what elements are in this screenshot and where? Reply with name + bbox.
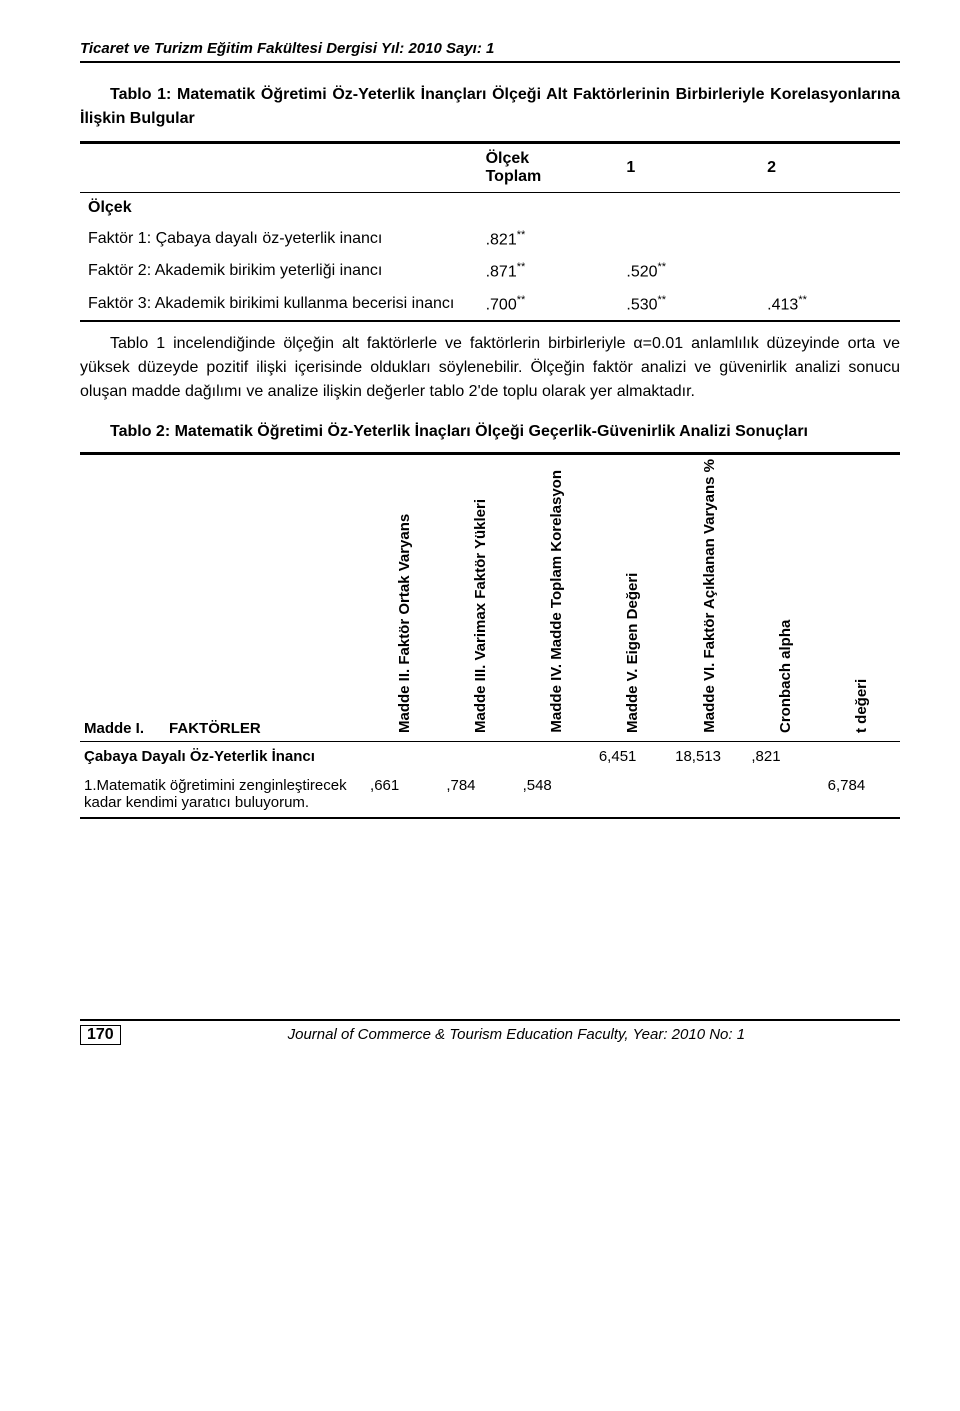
sig-marker: ** bbox=[658, 294, 667, 306]
header-rule bbox=[80, 61, 900, 63]
t2-h3: Madde III. Varimax Faktör Yükleri bbox=[472, 499, 489, 733]
t2-row2-c4: ,548 bbox=[519, 771, 595, 818]
t1-row3-v2: .530 bbox=[626, 296, 657, 313]
t2-h8: t değeri bbox=[853, 513, 870, 733]
page-number: 170 bbox=[80, 1025, 121, 1045]
t2-row2-label: 1.Matematik öğretimini zenginleştirecek … bbox=[80, 771, 366, 818]
t2-h1b: FAKTÖRLER bbox=[169, 720, 261, 737]
t2-h4: Madde IV. Madde Toplam Korelasyon bbox=[548, 470, 565, 733]
page-footer: 170 Journal of Commerce & Tourism Educat… bbox=[80, 1019, 900, 1045]
t2-row1-alpha: ,821 bbox=[747, 741, 823, 771]
t1-row3-label: Faktör 3: Akademik birikimi kullanma bec… bbox=[80, 288, 478, 321]
t1-row1-label: Faktör 1: Çabaya dayalı öz-yeterlik inan… bbox=[80, 223, 478, 255]
sig-marker: ** bbox=[517, 261, 526, 273]
t1-head-2: 2 bbox=[759, 143, 900, 193]
t1-row1-v1: .821 bbox=[486, 231, 517, 248]
sig-marker: ** bbox=[798, 294, 807, 306]
sig-marker: ** bbox=[517, 294, 526, 306]
paragraph-1: Tablo 1 incelendiğinde ölçeğin alt faktö… bbox=[80, 332, 900, 404]
t2-row1-eigen: 6,451 bbox=[595, 741, 671, 771]
footer-journal-text: Journal of Commerce & Tourism Education … bbox=[133, 1026, 900, 1043]
t2-row1-var: 18,513 bbox=[671, 741, 747, 771]
t1-head-toplam: Toplam bbox=[486, 168, 611, 186]
t1-row3-v3: .413 bbox=[767, 296, 798, 313]
t2-h7: Cronbach alpha bbox=[777, 513, 794, 733]
table2-title: Tablo 2: Matematik Öğretimi Öz-Yeterlik … bbox=[80, 420, 900, 444]
t2-h5: Madde V. Eigen Değeri bbox=[624, 513, 641, 733]
t2-h2: Madde II. Faktör Ortak Varyans bbox=[396, 513, 413, 733]
t1-row-olcek: Ölçek bbox=[80, 193, 478, 224]
t1-head-olcek: Ölçek bbox=[486, 150, 611, 168]
t2-row1-label: Çabaya Dayalı Öz-Yeterlik İnancı bbox=[80, 741, 366, 771]
journal-header: Ticaret ve Turizm Eğitim Fakültesi Dergi… bbox=[80, 40, 900, 57]
table1-title: Tablo 1: Matematik Öğretimi Öz-Yeterlik … bbox=[80, 83, 900, 131]
t2-h6: Madde VI. Faktör Açıklanan Varyans % bbox=[701, 459, 718, 733]
sig-marker: ** bbox=[517, 229, 526, 241]
t2-h1a: Madde I. bbox=[84, 720, 144, 737]
t2-row2-c3: ,784 bbox=[442, 771, 518, 818]
t2-row2-c2: ,661 bbox=[366, 771, 442, 818]
reliability-table: Madde I. FAKTÖRLER Madde II. Faktör Orta… bbox=[80, 452, 900, 819]
t1-head-1: 1 bbox=[618, 143, 759, 193]
t1-row3-v1: .700 bbox=[486, 296, 517, 313]
t2-row2-t: 6,784 bbox=[824, 771, 900, 818]
t1-row2-v1: .871 bbox=[486, 264, 517, 281]
t1-row2-label: Faktör 2: Akademik birikim yeterliği ina… bbox=[80, 255, 478, 287]
correlation-table: Ölçek Toplam 1 2 Ölçek Faktör 1: Çabaya … bbox=[80, 141, 900, 322]
t1-row2-v2: .520 bbox=[626, 264, 657, 281]
sig-marker: ** bbox=[658, 261, 667, 273]
